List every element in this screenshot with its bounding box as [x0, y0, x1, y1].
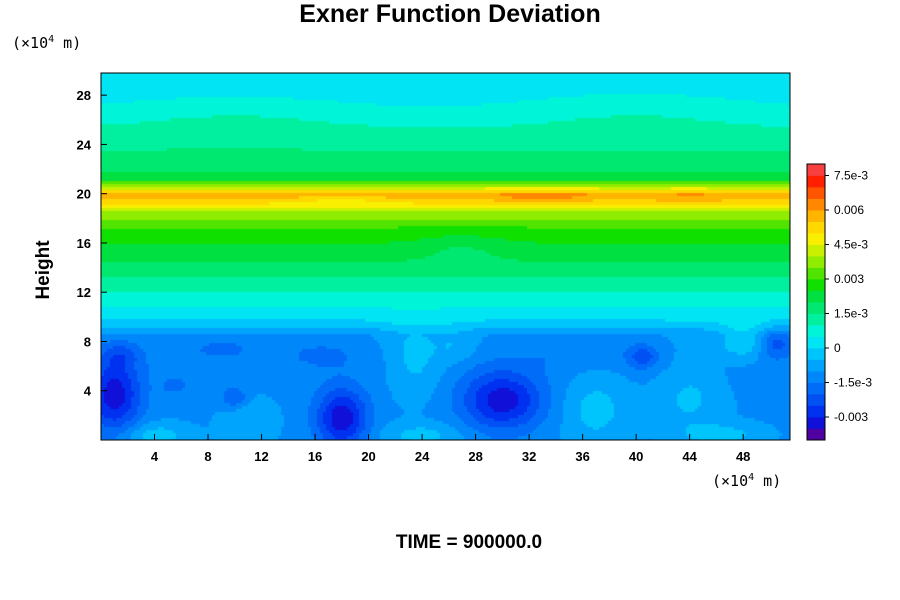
- colorbar-band: [807, 382, 825, 395]
- colorbar-band: [807, 405, 825, 418]
- y-tick-label: 28: [77, 88, 91, 103]
- x-tick-label: 36: [575, 449, 589, 464]
- colorbar-band: [807, 244, 825, 257]
- chart-title: Exner Function Deviation: [299, 0, 601, 28]
- colorbar-tick-label: 7.5e-3: [834, 169, 868, 183]
- colorbar-tick-label: 0.006: [834, 203, 864, 217]
- x-axis-ticks: 4 8 12 16 20 24 28 32 36 40 44 48: [151, 434, 750, 464]
- y-unit-prefix: (×10: [12, 34, 49, 52]
- contour-fill-image: [101, 73, 790, 440]
- y-unit-suffix: m): [54, 34, 82, 52]
- colorbar-band: [807, 233, 825, 245]
- contour-field: [101, 73, 790, 440]
- y-unit-exponent: 4: [48, 34, 55, 45]
- x-tick-label: 12: [254, 449, 268, 464]
- x-tick-label: 32: [522, 449, 536, 464]
- colorbar-band: [807, 221, 825, 234]
- colorbar-band: [807, 371, 825, 383]
- colorbar-tick-label: 0.003: [834, 272, 864, 286]
- y-tick-label: 4: [84, 384, 92, 399]
- colorbar-tick-label: 0: [834, 341, 841, 355]
- x-tick-label: 20: [361, 449, 375, 464]
- x-unit-exponent: 4: [748, 472, 755, 483]
- y-tick-label: 20: [77, 187, 91, 202]
- colorbar-band: [807, 164, 825, 176]
- plot-frame: [100, 72, 791, 441]
- colorbar-band: [807, 187, 825, 199]
- colorbar: -0.003 -1.5e-3 0 1.5e-3 0.003 4.5e-3 0.006 7.5e…: [806, 163, 872, 441]
- colorbar-band: [807, 290, 825, 303]
- colorbar-band: [807, 336, 825, 349]
- colorbar-band: [807, 256, 825, 268]
- y-tick-label: 16: [77, 236, 91, 251]
- x-unit-label: (×104 m): [712, 472, 781, 490]
- colorbar-band: [807, 348, 825, 360]
- x-tick-label: 44: [682, 449, 697, 464]
- x-tick-label: 24: [415, 449, 430, 464]
- colorbar-band: [807, 428, 825, 441]
- colorbar-band: [807, 302, 825, 314]
- x-unit-suffix: m): [754, 472, 782, 490]
- colorbar-tick-label: -1.5e-3: [834, 376, 872, 390]
- x-tick-label: 48: [736, 449, 750, 464]
- colorbar-band: [807, 313, 825, 326]
- x-tick-label: 8: [204, 449, 211, 464]
- x-tick-label: 4: [151, 449, 159, 464]
- colorbar-tick-label: 4.5e-3: [834, 238, 868, 252]
- colorbar-band: [807, 359, 825, 372]
- x-tick-label: 16: [308, 449, 322, 464]
- y-tick-label: 12: [77, 285, 91, 300]
- y-unit-label: (×104 m): [12, 34, 81, 52]
- time-label: TIME = 900000.0: [395, 532, 543, 553]
- colorbar-tick-label: -0.003: [834, 410, 868, 424]
- colorbar-band: [807, 198, 825, 211]
- colorbar-band: [807, 325, 825, 337]
- colorbar-band: [807, 175, 825, 188]
- colorbar-band: [807, 267, 825, 280]
- colorbar-band: [807, 279, 825, 291]
- y-axis-ticks: 4 8 12 16 20 24 28: [77, 88, 107, 399]
- x-tick-label: 40: [629, 449, 643, 464]
- colorbar-band: [807, 210, 825, 222]
- y-tick-label: 24: [77, 137, 92, 152]
- x-unit-prefix: (×10: [712, 472, 749, 490]
- colorbar-frame: [806, 163, 826, 441]
- colorbar-band: [807, 417, 825, 429]
- y-tick-label: 8: [84, 334, 91, 349]
- colorbar-band: [807, 394, 825, 406]
- colorbar-tick-label: 1.5e-3: [834, 307, 868, 321]
- x-tick-label: 28: [468, 449, 482, 464]
